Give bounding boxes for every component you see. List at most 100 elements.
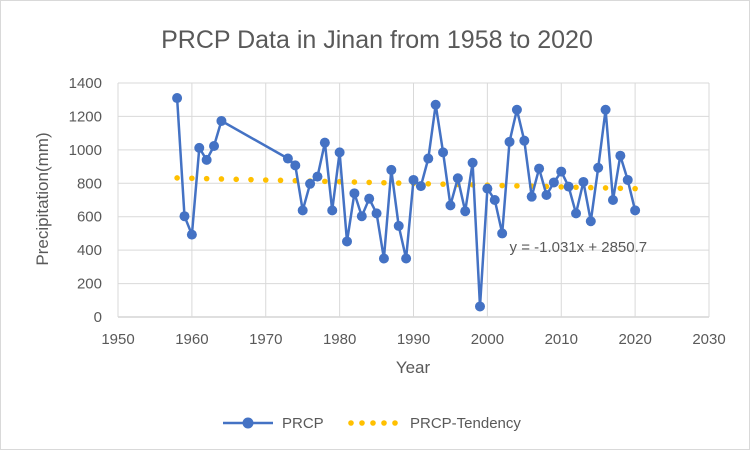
prcp-point — [497, 228, 508, 239]
prcp-line — [175, 97, 637, 308]
x-tick-label: 1980 — [323, 331, 356, 348]
trend-dot — [262, 177, 269, 183]
x-tick-labels: 1950 1960 1970 1980 1990 2000 2010 2020 2030 — [101, 331, 725, 348]
trend-dot — [351, 179, 358, 185]
trend-dot — [573, 184, 579, 191]
y-tick-labels: 0 200 400 600 800 1000 1200 1400 — [69, 75, 102, 326]
prcp-series — [172, 93, 641, 312]
legend-item-prcp-tendency: PRCP-Tendency — [348, 415, 521, 432]
trend-dot — [440, 181, 446, 187]
x-axis-label: Year — [396, 358, 431, 377]
legend-tendency-dots-icon — [348, 420, 398, 426]
trend-dot — [203, 175, 210, 182]
prcp-point — [297, 205, 308, 216]
y-tick-label: 200 — [77, 276, 102, 293]
prcp-point — [371, 208, 382, 219]
prcp-point — [526, 191, 537, 202]
y-tick-label: 400 — [77, 242, 102, 259]
prcp-point — [179, 211, 190, 222]
prcp-point — [312, 171, 323, 182]
prcp-point — [356, 211, 367, 222]
trend-dot — [248, 176, 254, 183]
prcp-point — [386, 164, 397, 175]
prcp-point — [445, 200, 456, 211]
prcp-point — [593, 162, 604, 173]
trend-dot — [425, 180, 432, 187]
trend-dot — [558, 184, 565, 190]
trend-dot — [366, 179, 372, 186]
legend-trend-dot — [381, 420, 387, 426]
prcp-point — [489, 195, 500, 205]
y-tick-label: 1000 — [69, 142, 102, 159]
gridlines — [117, 82, 710, 318]
x-tick-label: 2030 — [692, 331, 725, 348]
prcp-point — [401, 253, 412, 264]
prcp-point — [519, 135, 530, 146]
prcp-point — [327, 205, 338, 216]
prcp-point — [578, 176, 589, 187]
prcp-point — [511, 104, 522, 115]
legend-item-prcp: PRCP — [223, 415, 324, 432]
trend-dot — [499, 182, 505, 189]
prcp-point — [460, 206, 471, 217]
prcp-point — [194, 142, 205, 153]
x-tick-label: 1990 — [397, 331, 430, 348]
trend-dot — [602, 185, 609, 191]
y-tick-label: 800 — [77, 175, 102, 192]
y-tick-label: 600 — [77, 209, 102, 226]
x-tick-label: 1970 — [249, 331, 282, 348]
prcp-point — [600, 104, 611, 115]
legend-trend-dot — [359, 420, 365, 426]
trend-dot — [174, 175, 180, 181]
prcp-point — [438, 147, 449, 158]
prcp-point — [571, 208, 582, 219]
prcp-point — [548, 177, 559, 188]
trend-dot — [218, 176, 225, 182]
trendline-equation: y = -1.031x + 2850.7 — [510, 239, 648, 256]
prcp-point — [534, 163, 545, 174]
prcp-point — [216, 115, 227, 126]
prcp-point — [452, 173, 463, 184]
trend-dot — [277, 177, 284, 184]
trend-dot — [233, 176, 239, 183]
legend-trend-dot — [348, 420, 354, 426]
prcp-point — [378, 253, 389, 264]
x-tick-label: 2010 — [545, 331, 578, 348]
x-tick-label: 2020 — [618, 331, 651, 348]
y-tick-label: 1400 — [69, 75, 102, 92]
prcp-point — [349, 188, 360, 199]
y-axis-label: Precipitation(mm) — [33, 132, 52, 265]
legend-trend-dot — [392, 420, 398, 426]
chart-title: PRCP Data in Jinan from 1958 to 2020 — [161, 26, 593, 54]
prcp-point — [504, 136, 515, 147]
prcp-point — [408, 174, 419, 185]
prcp-point — [430, 99, 441, 110]
prcp-point — [290, 160, 301, 171]
y-tick-label: 1200 — [69, 108, 102, 125]
prcp-point — [423, 153, 434, 164]
legend-tendency-label: PRCP-Tendency — [410, 415, 521, 432]
trend-dot — [632, 185, 638, 192]
trend-dot — [189, 175, 195, 182]
prcp-point — [305, 178, 316, 189]
prcp-point — [186, 229, 197, 240]
prcp-point — [622, 174, 633, 185]
legend: PRCP PRCP-Tendency — [223, 415, 521, 432]
prcp-point — [563, 181, 574, 192]
prcp-point — [393, 220, 404, 231]
prcp-point — [467, 157, 478, 168]
prcp-point — [334, 147, 345, 158]
prcp-point — [364, 193, 375, 204]
prcp-point — [201, 154, 212, 165]
trend-dot — [514, 183, 520, 189]
x-tick-label: 1960 — [175, 331, 208, 348]
prcp-point — [615, 150, 626, 161]
prcp-point — [209, 141, 220, 152]
prcp-point — [474, 301, 485, 312]
trend-dot — [395, 180, 402, 186]
x-tick-label: 2000 — [471, 331, 504, 348]
prcp-point — [630, 205, 641, 216]
trend-dot — [588, 184, 594, 191]
